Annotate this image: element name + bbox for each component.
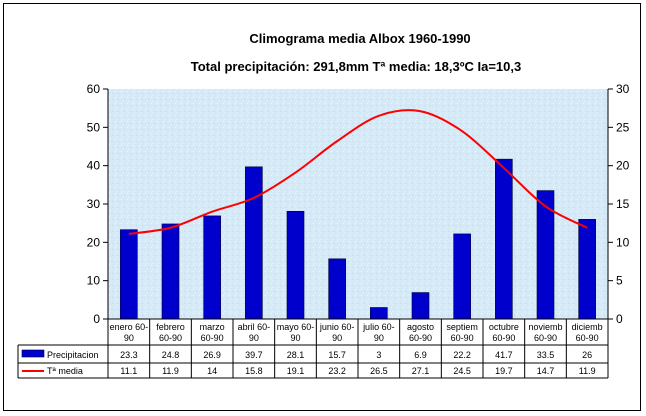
category-label: 90 [374, 333, 384, 343]
precipitation-value: 22.2 [453, 350, 471, 360]
chart-title: Climograma media Albox 1960-1990 [249, 31, 470, 46]
precipitation-bar [370, 307, 388, 320]
category-label: marzo [200, 322, 225, 332]
temperature-value: 11.1 [120, 366, 137, 376]
precipitation-legend-key [21, 349, 45, 358]
category-label: abril 60- [238, 322, 271, 332]
temperature-value: 14 [207, 366, 217, 376]
temperature-value: 11.9 [162, 366, 179, 376]
category-label: junio 60- [319, 322, 355, 332]
left-axis-tick-label: 60 [87, 82, 101, 96]
right-axis-tick-label: 0 [616, 312, 623, 326]
precipitation-bar [411, 292, 430, 320]
left-axis-tick-label: 0 [93, 312, 100, 326]
precipitation-bar [328, 258, 346, 320]
precipitation-bar [495, 158, 513, 320]
temperature-line [128, 109, 588, 235]
right-axis-tick-label: 25 [616, 120, 630, 134]
left-axis-tick-label: 20 [87, 235, 101, 249]
precipitation-bar [203, 215, 221, 320]
precipitation-value: 41.7 [495, 350, 513, 360]
precipitation-value: 24.8 [162, 350, 180, 360]
temperature-value: 11.9 [579, 366, 596, 376]
precipitation-value: 15.7 [328, 350, 346, 360]
left-axis-tick-label: 50 [87, 120, 101, 134]
precipitation-value: 6.9 [414, 350, 427, 360]
category-label: 60-90 [576, 333, 599, 343]
category-label: 60-90 [492, 333, 515, 343]
precipitation-value: 23.3 [120, 350, 138, 360]
category-label: 60-90 [534, 333, 557, 343]
category-label: 90 [332, 333, 342, 343]
temperature-value: 27.1 [412, 366, 430, 376]
precipitation-bar [245, 166, 263, 320]
category-label: septiem [446, 322, 478, 332]
category-label: enero 60- [110, 322, 149, 332]
category-label: octubre [489, 322, 519, 332]
precipitation-legend-label: Precipitacion [47, 350, 99, 360]
right-axis-tick-label: 30 [616, 82, 630, 96]
category-label: 90 [290, 333, 300, 343]
plot-area [108, 89, 608, 319]
temperature-value: 15.8 [245, 366, 263, 376]
category-label: 90 [124, 333, 134, 343]
precipitation-value: 28.1 [287, 350, 305, 360]
temperature-legend-label: Tª media [47, 366, 83, 376]
category-label: 60-90 [201, 333, 224, 343]
category-label: julio 60- [362, 322, 395, 332]
chart-subtitle: Total precipitación: 291,8mm Tª media: 1… [191, 59, 521, 74]
precipitation-bar [120, 229, 138, 320]
precipitation-bar [286, 210, 305, 320]
precipitation-value: 33.5 [537, 350, 555, 360]
temperature-value: 19.1 [287, 366, 305, 376]
temperature-value: 14.7 [537, 366, 555, 376]
temperature-value: 23.2 [328, 366, 346, 376]
right-axis-tick-label: 10 [616, 235, 630, 249]
category-label: 90 [249, 333, 259, 343]
left-axis-tick-label: 10 [87, 274, 101, 288]
category-label: noviemb [528, 322, 562, 332]
right-axis-tick-label: 5 [616, 274, 623, 288]
precipitation-value: 26.9 [203, 350, 221, 360]
precipitation-bar [578, 219, 596, 320]
temperature-value: 26.5 [370, 366, 388, 376]
category-label: febrero [156, 322, 185, 332]
precipitation-value: 26 [582, 350, 592, 360]
precipitation-value: 3 [376, 350, 381, 360]
temperature-value: 19.7 [495, 366, 513, 376]
precipitation-value: 39.7 [245, 350, 263, 360]
right-axis-tick-label: 20 [616, 159, 630, 173]
category-label: 60-90 [159, 333, 182, 343]
category-label: diciemb [572, 322, 603, 332]
category-label: 60-90 [409, 333, 432, 343]
left-axis-tick-label: 40 [87, 159, 101, 173]
category-label: mayo 60- [277, 322, 315, 332]
precipitation-bar [453, 233, 471, 320]
category-label: agosto [407, 322, 434, 332]
precipitation-bar [161, 223, 180, 320]
category-label: 60-90 [451, 333, 474, 343]
left-axis-tick-label: 30 [87, 197, 101, 211]
right-axis-tick-label: 15 [616, 197, 630, 211]
temperature-value: 24.5 [453, 366, 471, 376]
